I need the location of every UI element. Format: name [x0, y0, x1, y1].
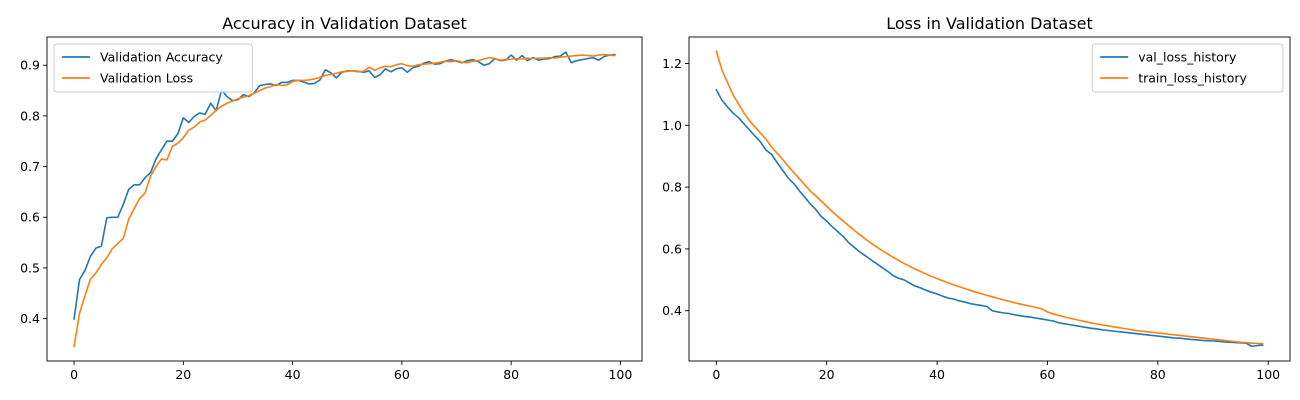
x-tick-label: 100 [608, 367, 632, 382]
chart-panel-1: Loss in Validation Dataset 0 20 40 60 80 100 0.… [662, 14, 1291, 382]
series-line-train-loss-history [715, 50, 1264, 345]
y-tick-label: 0.4 [662, 303, 682, 318]
x-tick-label: 60 [394, 367, 410, 382]
y-tick-label: 0.5 [20, 260, 40, 275]
chart-title: Accuracy in Validation Dataset [222, 14, 467, 33]
legend-label: val_loss_history [1138, 50, 1237, 65]
x-tick-label: 20 [819, 367, 835, 382]
x-tick-label: 0 [712, 367, 720, 382]
series-line-validation-loss [73, 53, 616, 348]
legend-box [53, 43, 253, 93]
x-tick-label: 20 [175, 367, 191, 382]
y-tick-label: 0.8 [20, 108, 40, 123]
chart-title: Loss in Validation Dataset [886, 14, 1093, 33]
x-tick-label: 40 [929, 367, 945, 382]
y-tick-label: 0.8 [662, 180, 682, 195]
x-tick-label: 80 [503, 367, 519, 382]
y-tick-label: 1.0 [662, 118, 682, 133]
legend: val_loss_history train_loss_history [1091, 43, 1284, 93]
x-tick-label: 40 [285, 367, 301, 382]
series-line-val-loss-history [715, 88, 1264, 348]
y-tick-label: 0.6 [20, 210, 40, 225]
y-tick-label: 1.2 [662, 56, 682, 71]
legend-label: Validation Loss [100, 71, 193, 86]
y-tick-label: 0.7 [20, 159, 40, 174]
y-tick-label: 0.4 [20, 311, 40, 326]
x-tick-label: 0 [70, 367, 78, 382]
x-tick-label: 100 [1256, 367, 1280, 382]
legend-label: Validation Accuracy [100, 50, 223, 65]
x-tick-label: 80 [1150, 367, 1166, 382]
chart-panel-0: Accuracy in Validation Dataset 0 20 40 60 80 1… [20, 14, 643, 382]
y-tick-label: 0.6 [662, 241, 682, 256]
legend: Validation Accuracy Validation Loss [53, 43, 253, 93]
legend-box [1091, 43, 1284, 93]
y-tick-label: 0.9 [20, 58, 40, 73]
legend-label: train_loss_history [1138, 71, 1247, 86]
x-tick-label: 60 [1039, 367, 1055, 382]
